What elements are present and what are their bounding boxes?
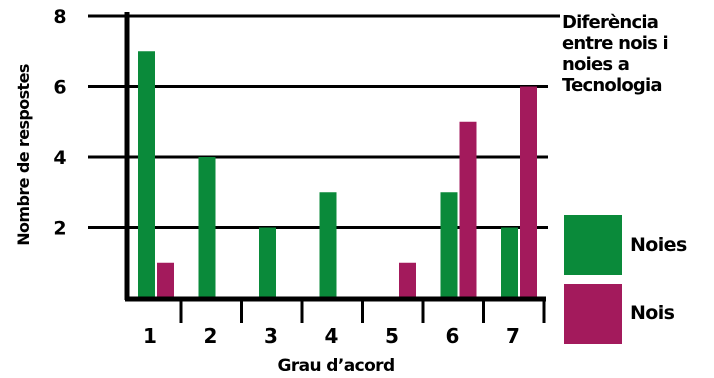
y-tick-label: 4 [53,147,66,169]
x-axis-label: Grau d’acord [277,356,394,376]
y-tick-label: 6 [53,77,66,99]
x-tick-label: 6 [446,324,460,348]
legend-swatch-nois [564,284,622,344]
y-tick-label: 8 [53,6,66,28]
bar-noies-4 [319,192,337,298]
chart-title: Diferència entre nois i noies a Tecnolog… [562,12,669,96]
y-tick-labels: 2 4 6 8 [53,6,66,240]
bar-nois-1 [157,262,174,298]
legend-label-nois: Nois [630,302,675,324]
x-tick-label: 7 [506,324,520,348]
bar-noies-7 [501,227,518,298]
x-tick-label: 1 [143,324,157,348]
legend-swatch-noies [564,215,622,275]
bar-nois-6 [459,121,477,298]
y-axis-label: Nombre de respostes [14,64,33,246]
legend-label-noies: Noies [630,234,687,256]
x-tick-labels: 1 2 3 4 5 6 7 [143,324,520,348]
bar-noies-6 [440,192,458,298]
bar-nois-7 [520,86,537,298]
bar-noies-2 [198,157,216,298]
axes [124,12,546,323]
x-tick-label: 5 [385,324,399,348]
legend [564,215,622,344]
x-tick-label: 4 [325,324,339,348]
bar-noies-1 [138,51,155,298]
x-tick-label: 2 [204,324,218,348]
bar-nois-5 [399,262,416,298]
x-tick-label: 3 [264,324,278,348]
y-tick-label: 2 [53,218,66,240]
bar-noies-3 [259,227,276,298]
bars [138,51,537,298]
